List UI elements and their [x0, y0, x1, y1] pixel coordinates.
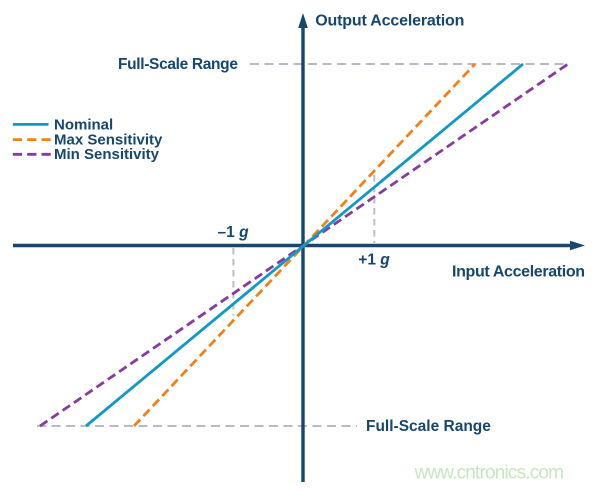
svg-text:Input Acceleration: Input Acceleration	[452, 264, 585, 281]
svg-text:Max Sensitivity: Max Sensitivity	[54, 131, 163, 148]
svg-text:Full-Scale Range: Full-Scale Range	[118, 56, 238, 73]
svg-text:www.cntronics.com: www.cntronics.com	[414, 463, 564, 484]
svg-text:Min Sensitivity: Min Sensitivity	[54, 146, 160, 163]
svg-text:+1 g: +1 g	[358, 251, 390, 268]
svg-text:Nominal: Nominal	[54, 117, 113, 134]
svg-text:Output Acceleration: Output Acceleration	[315, 12, 464, 29]
svg-text:–1 g: –1 g	[218, 224, 250, 241]
svg-text:Full-Scale Range: Full-Scale Range	[366, 418, 491, 435]
